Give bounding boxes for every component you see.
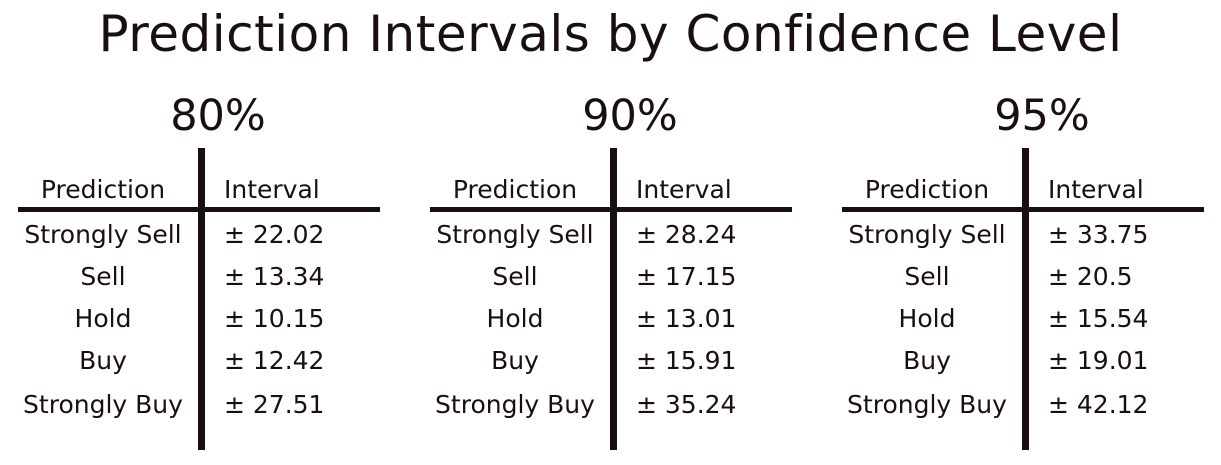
header-divider <box>18 207 380 212</box>
prediction-cell: Strongly Buy <box>847 390 1007 419</box>
prediction-cell: Sell <box>492 262 538 291</box>
interval-column-header: Interval <box>1048 175 1144 204</box>
prediction-column-header: Prediction <box>452 175 578 204</box>
interval-cell: ± 13.01 <box>636 304 737 333</box>
table-row: Strongly Buy ± 35.24 <box>430 385 792 427</box>
interval-cell: ± 13.34 <box>224 262 325 291</box>
prediction-cell: Sell <box>904 262 950 291</box>
prediction-cell: Strongly Sell <box>24 220 182 249</box>
interval-cell: ± 22.02 <box>224 220 325 249</box>
table-panel-95: 95% Prediction Interval Strongly Sell ± … <box>842 88 1204 458</box>
interval-cell: ± 42.12 <box>1048 390 1149 419</box>
prediction-cell: Buy <box>903 346 951 375</box>
prediction-cell: Sell <box>80 262 126 291</box>
header-divider <box>430 207 792 212</box>
prediction-cell: Buy <box>79 346 127 375</box>
interval-cell: ± 28.24 <box>636 220 737 249</box>
prediction-cell: Hold <box>486 304 544 333</box>
prediction-cell: Strongly Buy <box>435 390 595 419</box>
table-panel-80: 80% Prediction Interval Strongly Sell ± … <box>18 88 380 458</box>
header-divider <box>842 207 1204 212</box>
interval-column-header: Interval <box>224 175 320 204</box>
confidence-level-heading: 90% <box>582 91 678 141</box>
prediction-cell: Strongly Buy <box>23 390 183 419</box>
table-row: Strongly Sell ± 28.24 <box>430 215 792 257</box>
interval-cell: ± 35.24 <box>636 390 737 419</box>
column-divider <box>1022 148 1029 450</box>
prediction-column-header: Prediction <box>40 175 166 204</box>
column-divider <box>610 148 617 450</box>
interval-cell: ± 10.15 <box>224 304 325 333</box>
confidence-level-heading: 95% <box>994 91 1090 141</box>
interval-cell: ± 15.91 <box>636 346 737 375</box>
table-row: Buy ± 15.91 <box>430 341 792 383</box>
interval-cell: ± 27.51 <box>224 390 325 419</box>
interval-cell: ± 20.5 <box>1048 262 1133 291</box>
column-divider <box>198 148 205 450</box>
prediction-cell: Buy <box>491 346 539 375</box>
table-row: Hold ± 10.15 <box>18 299 380 341</box>
table-row: Sell ± 13.34 <box>18 257 380 299</box>
table-row: Strongly Buy ± 42.12 <box>842 385 1204 427</box>
table-row: Sell ± 20.5 <box>842 257 1204 299</box>
interval-cell: ± 17.15 <box>636 262 737 291</box>
table-row: Buy ± 19.01 <box>842 341 1204 383</box>
interval-cell: ± 12.42 <box>224 346 325 375</box>
interval-cell: ± 33.75 <box>1048 220 1149 249</box>
table-row: Hold ± 15.54 <box>842 299 1204 341</box>
interval-cell: ± 19.01 <box>1048 346 1149 375</box>
prediction-cell: Hold <box>898 304 956 333</box>
table-row: Strongly Sell ± 33.75 <box>842 215 1204 257</box>
prediction-cell: Hold <box>74 304 132 333</box>
interval-column-header: Interval <box>636 175 732 204</box>
prediction-cell: Strongly Sell <box>436 220 594 249</box>
table-panel-90: 90% Prediction Interval Strongly Sell ± … <box>430 88 792 458</box>
table-row: Strongly Sell ± 22.02 <box>18 215 380 257</box>
table-row: Sell ± 17.15 <box>430 257 792 299</box>
interval-cell: ± 15.54 <box>1048 304 1149 333</box>
prediction-cell: Strongly Sell <box>848 220 1006 249</box>
page-title: Prediction Intervals by Confidence Level <box>98 5 1123 63</box>
table-row: Strongly Buy ± 27.51 <box>18 385 380 427</box>
table-row: Hold ± 13.01 <box>430 299 792 341</box>
table-row: Buy ± 12.42 <box>18 341 380 383</box>
confidence-level-heading: 80% <box>170 91 266 141</box>
prediction-column-header: Prediction <box>864 175 990 204</box>
